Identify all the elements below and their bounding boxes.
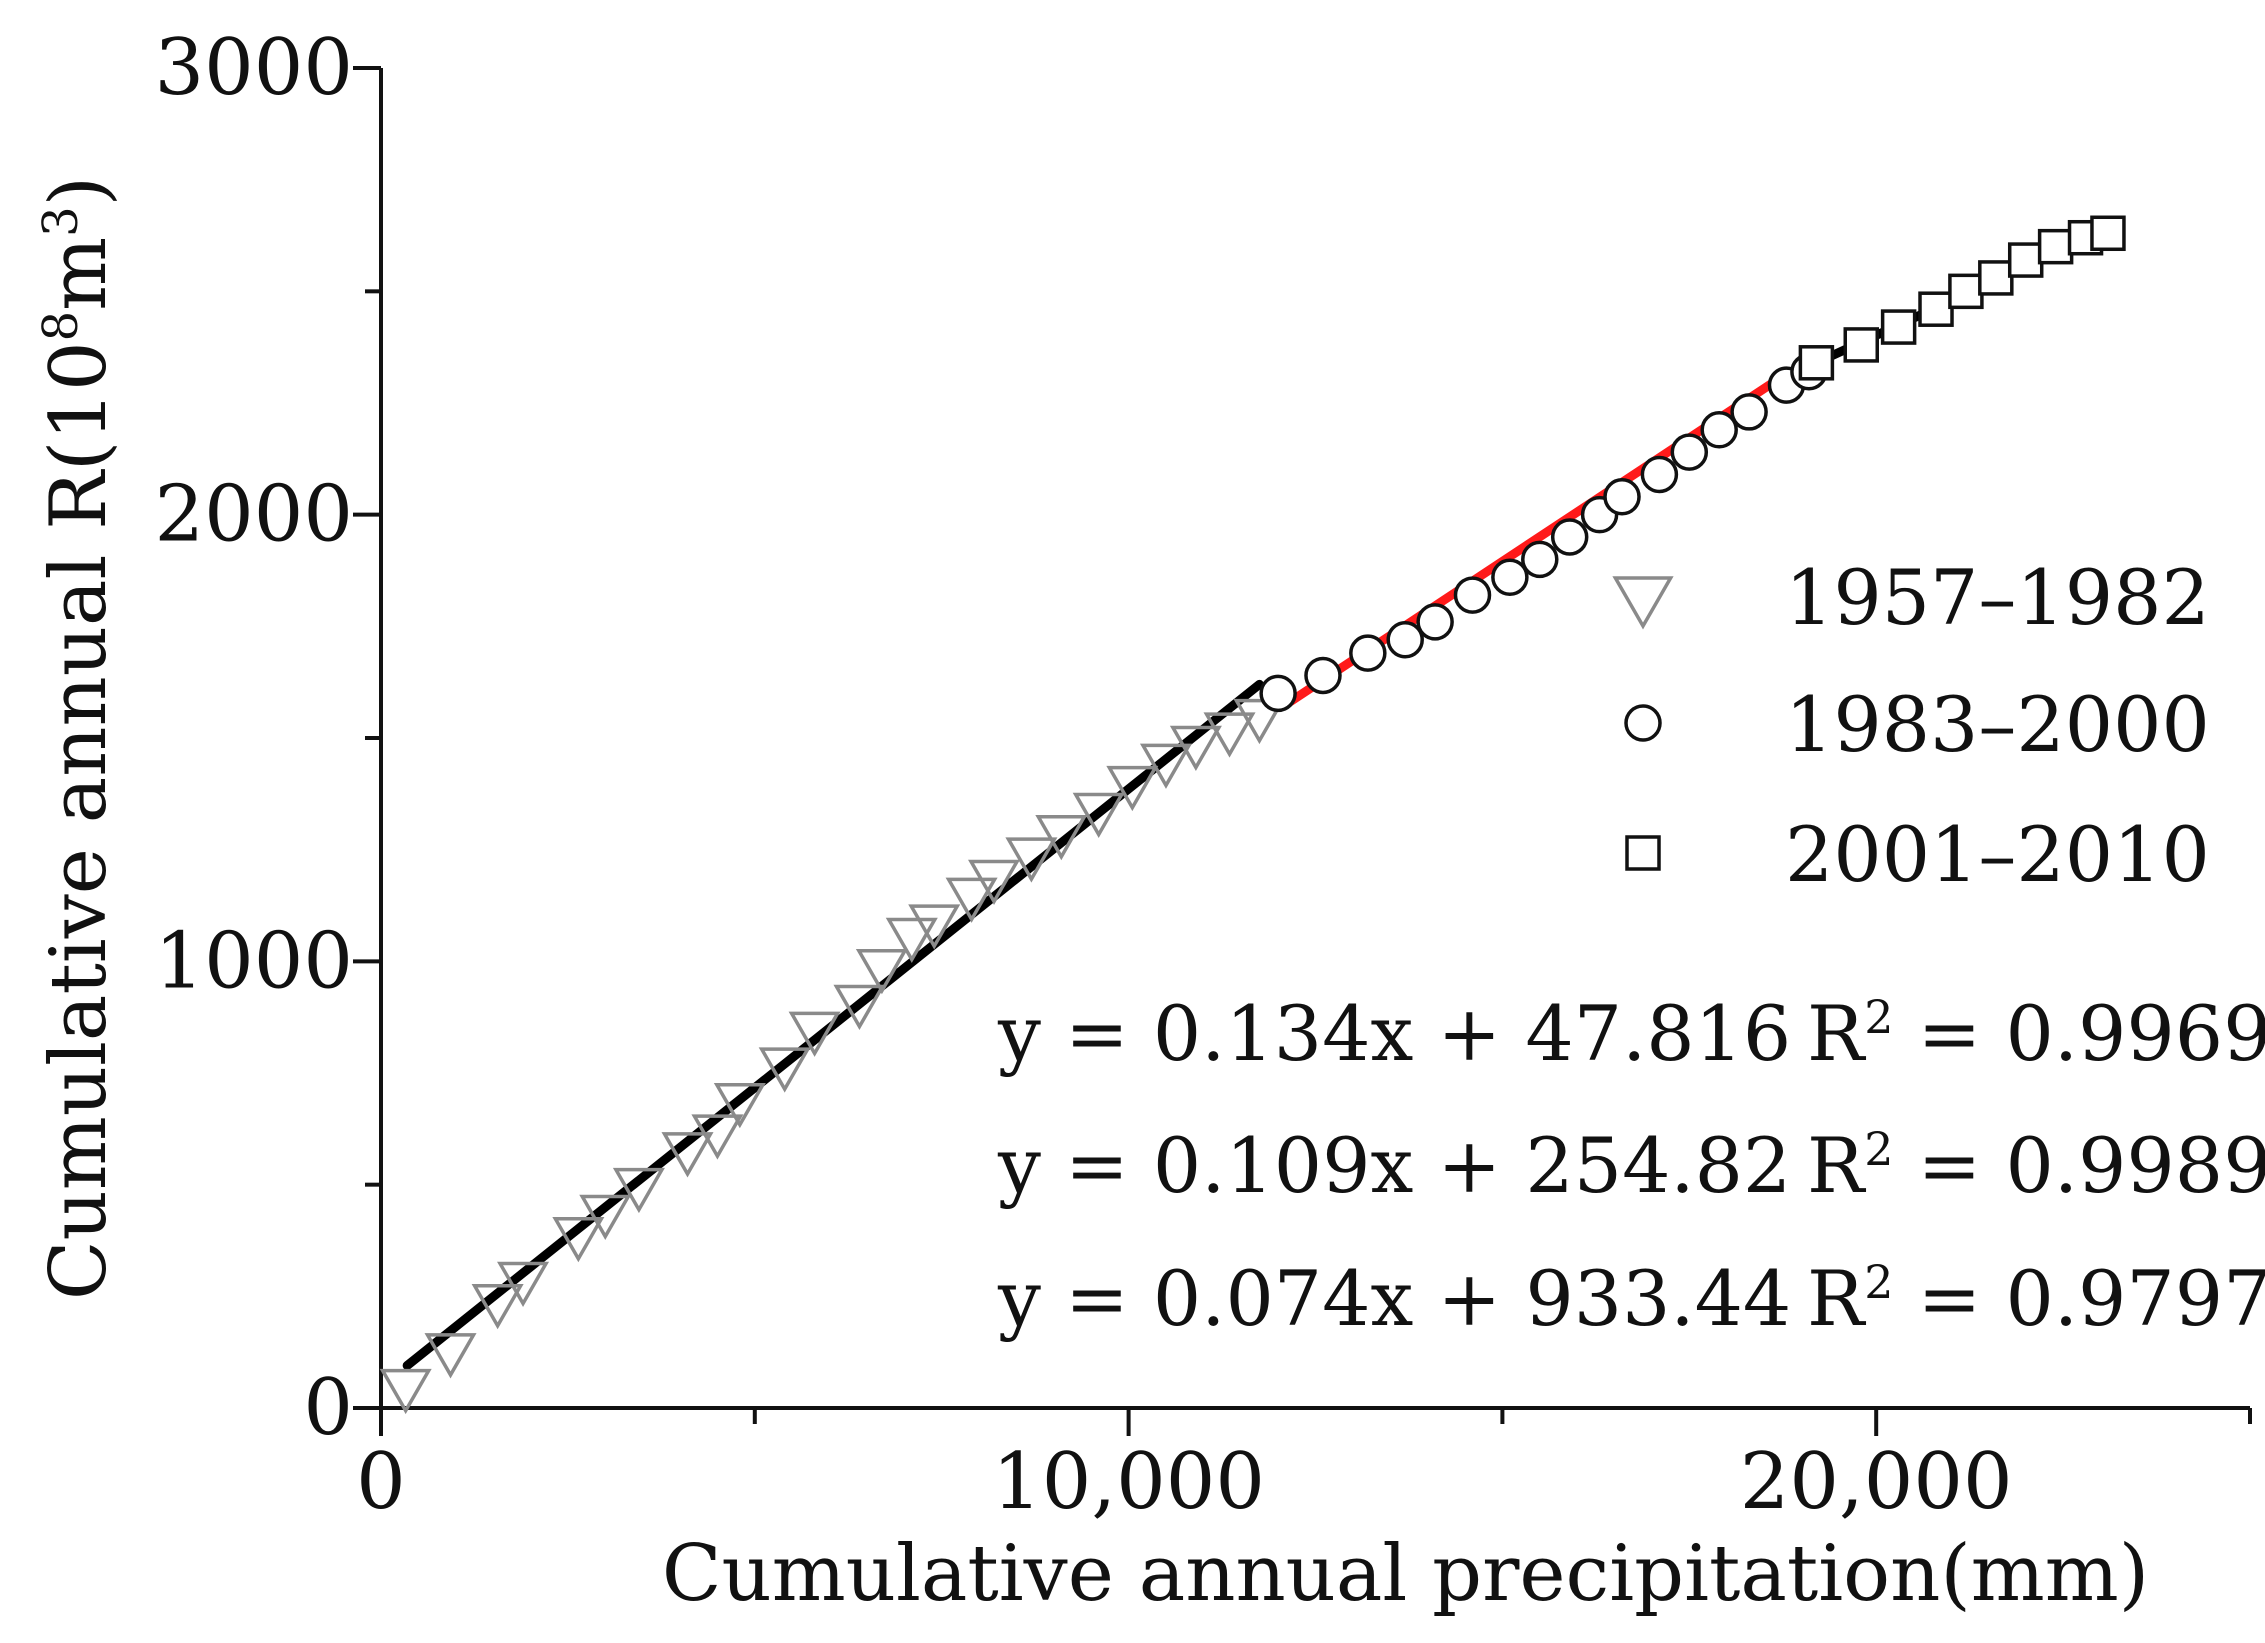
- legend: 1957–1982 1983–2000 2001–2010: [1612, 553, 2210, 899]
- data-point-series-2: [1700, 411, 1738, 449]
- y-axis-title-part: 8: [33, 311, 89, 342]
- data-point-series-1: [1005, 837, 1058, 883]
- data-point-series-1: [885, 917, 938, 964]
- y-axis-title-part: m: [34, 237, 124, 311]
- data-point-series-3: [1978, 260, 2014, 296]
- data-point-series-1: [612, 1167, 665, 1214]
- x-tick-label: 0: [356, 1437, 406, 1527]
- data-point-series-1: [758, 1047, 811, 1093]
- fit-equation-1: y = 0.134x + 47.816: [997, 989, 1791, 1078]
- data-point-series-3: [1843, 327, 1879, 363]
- data-point-series-2: [1304, 656, 1342, 695]
- markers: [379, 215, 2126, 1415]
- data-point-series-3: [1798, 345, 1835, 381]
- data-point-series-3: [2037, 228, 2074, 265]
- data-point-series-2: [1550, 518, 1589, 556]
- data-point-series-1: [471, 1284, 524, 1330]
- axes: [353, 66, 2252, 1436]
- data-point-series-2: [1603, 478, 1641, 516]
- data-point-series-1: [1106, 765, 1159, 812]
- r2-value: = 0.9797: [1894, 1254, 2265, 1343]
- data-point-series-2: [1670, 433, 1709, 471]
- data-point-series-1: [788, 1011, 841, 1057]
- fit-equation-3: y = 0.074x + 933.44: [997, 1254, 1791, 1343]
- r2-symbol: R: [1807, 1121, 1867, 1210]
- data-point-series-1: [908, 904, 961, 950]
- data-point-series-1: [1169, 725, 1222, 771]
- r2-superscript: 2: [1864, 990, 1893, 1044]
- r2-value: = 0.9989: [1894, 1121, 2265, 1210]
- y-tick-label: 2000: [154, 470, 353, 560]
- data-point-series-1: [968, 859, 1021, 905]
- y-tick-label: 0: [303, 1363, 353, 1453]
- data-point-series-1: [833, 984, 886, 1031]
- data-point-series-1: [1203, 712, 1256, 758]
- data-point-series-2: [1259, 674, 1297, 713]
- fit-r2-3: R2 = 0.9797: [1807, 1254, 2265, 1343]
- data-point-series-1: [497, 1261, 550, 1307]
- data-point-series-1: [661, 1132, 714, 1178]
- data-point-series-3: [2007, 242, 2044, 278]
- r2-superscript: 2: [1864, 1122, 1893, 1176]
- y-axis-title-part: 3: [33, 206, 89, 237]
- x-tick-label: 10,000: [992, 1437, 1265, 1527]
- legend-label-3: 2001–2010: [1785, 810, 2210, 899]
- fit-r2-2: R2 = 0.9989: [1807, 1121, 2265, 1210]
- y-tick-label: 1000: [154, 916, 353, 1006]
- data-point-series-2: [1386, 620, 1424, 659]
- data-point-series-2: [1640, 455, 1679, 494]
- data-point-series-1: [713, 1083, 766, 1129]
- r2-symbol: R: [1807, 1254, 1867, 1343]
- data-point-series-1: [691, 1114, 744, 1160]
- r2-superscript: 2: [1864, 1255, 1893, 1309]
- data-point-series-2: [1521, 540, 1559, 579]
- fit-equation-2: y = 0.109x + 254.82: [997, 1121, 1791, 1210]
- y-axis-title-part: Cumulative annual R(10: [34, 341, 124, 1300]
- legend-label-1: 1957–1982: [1785, 553, 2210, 642]
- legend-marker-1: [1612, 576, 1674, 630]
- data-point-series-2: [1491, 558, 1529, 596]
- data-point-series-1: [1139, 743, 1193, 789]
- data-point-series-1: [424, 1333, 477, 1379]
- data-point-series-2: [1453, 576, 1492, 614]
- data-point-series-3: [2090, 215, 2126, 252]
- data-point-series-2: [1730, 393, 1768, 431]
- data-point-series-1: [945, 877, 998, 923]
- legend-marker-2: [1624, 704, 1662, 742]
- data-point-series-1: [379, 1368, 432, 1415]
- y-axis-title-part: ): [34, 176, 124, 206]
- data-point-series-3: [1918, 291, 1954, 327]
- legend-marker-3: [1625, 835, 1661, 871]
- data-point-series-1: [1035, 815, 1088, 861]
- data-point-series-1: [1072, 792, 1125, 838]
- x-tick-label: 20,000: [1740, 1437, 2013, 1527]
- data-point-series-1: [579, 1194, 632, 1240]
- y-tick-label: 3000: [154, 23, 353, 113]
- fit-r2-1: R2 = 0.9969: [1807, 989, 2265, 1078]
- r2-symbol: R: [1807, 989, 1867, 1078]
- data-point-series-3: [1880, 309, 1917, 345]
- data-point-series-2: [1416, 603, 1454, 641]
- data-point-series-1: [1233, 698, 1286, 745]
- legend-label-2: 1983–2000: [1785, 680, 2210, 769]
- data-point-series-3: [1948, 273, 1984, 310]
- data-point-series-1: [552, 1217, 605, 1263]
- r2-value: = 0.9969: [1894, 989, 2265, 1078]
- data-point-series-2: [1349, 634, 1387, 672]
- fit-line-1: [402, 679, 1264, 1371]
- x-axis-title: Cumulative annual precipitation(mm): [662, 1529, 2149, 1619]
- data-point-series-1: [855, 949, 908, 995]
- y-axis-title: Cumulative annual R(108m3): [33, 176, 124, 1300]
